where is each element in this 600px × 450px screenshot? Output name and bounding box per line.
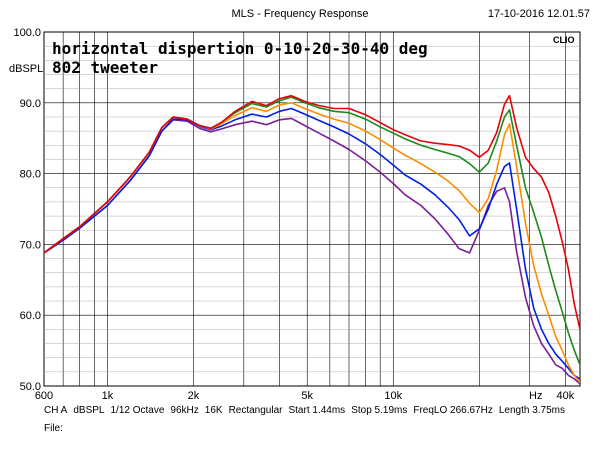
measurement-info-item: 1/12 Octave bbox=[110, 405, 165, 416]
x-tick-label: 10k bbox=[384, 390, 402, 402]
response-curves bbox=[44, 94, 580, 385]
chart-subtitle: 802 tweeter bbox=[52, 58, 158, 77]
x-tick-label: 2k bbox=[188, 390, 200, 402]
x-tick-labels: 600 1k 2k 5k 10k 40k bbox=[35, 390, 575, 402]
measurement-info-item: Start 1.44ms bbox=[288, 405, 346, 416]
chart-title: horizontal dispertion 0-10-20-30-40 deg bbox=[52, 39, 428, 58]
measurement-info-item: Rectangular bbox=[228, 405, 283, 416]
file-label: File: bbox=[44, 423, 63, 434]
measurement-info-item: dBSPL bbox=[73, 405, 105, 416]
plot-area bbox=[43, 31, 581, 387]
y-tick-label: 90.0 bbox=[20, 98, 41, 110]
window-title: MLS - Frequency Response bbox=[231, 8, 369, 20]
y-axis-label: dBSPL bbox=[9, 63, 43, 75]
x-axis-label: Hz bbox=[529, 390, 542, 402]
response-curve-4 bbox=[44, 117, 580, 385]
response-curve-0 bbox=[44, 94, 580, 330]
measurement-info-item: FreqLO 266.67Hz bbox=[413, 405, 493, 416]
y-tick-labels: 100.0 90.0 80.0 70.0 60.0 50.0 bbox=[13, 27, 41, 393]
measurement-info-item: 16K bbox=[204, 405, 223, 416]
measurement-info-item: CH A bbox=[44, 405, 68, 416]
y-tick-label: 60.0 bbox=[20, 310, 41, 322]
y-tick-label: 80.0 bbox=[20, 169, 41, 181]
x-tick-label: 40k bbox=[557, 390, 575, 402]
timestamp: 17-10-2016 12.01.57 bbox=[487, 8, 590, 20]
x-tick-label: 1k bbox=[102, 390, 114, 402]
clio-logo: CLIO bbox=[553, 35, 575, 45]
x-tick-label: 5k bbox=[301, 390, 313, 402]
y-tick-label: 50.0 bbox=[20, 381, 41, 393]
measurement-info-row: CH A dBSPL 1/12 Octave 96kHz 16K Rectangular S… bbox=[44, 405, 571, 416]
y-tick-label: 70.0 bbox=[20, 239, 41, 251]
measurement-info-item: Stop 5.19ms bbox=[351, 405, 408, 416]
y-tick-label: 100.0 bbox=[13, 27, 41, 39]
response-curve-3 bbox=[44, 107, 580, 380]
x-tick-label: 600 bbox=[35, 390, 53, 402]
measurement-info-item: Length 3.75ms bbox=[498, 405, 566, 416]
measurement-info-item: 96kHz bbox=[170, 405, 199, 416]
